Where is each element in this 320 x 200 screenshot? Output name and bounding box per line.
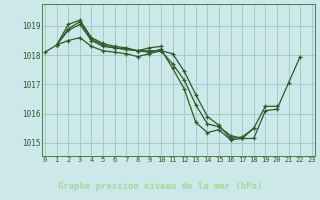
Text: Graphe pression niveau de la mer (hPa): Graphe pression niveau de la mer (hPa) [58, 182, 262, 191]
